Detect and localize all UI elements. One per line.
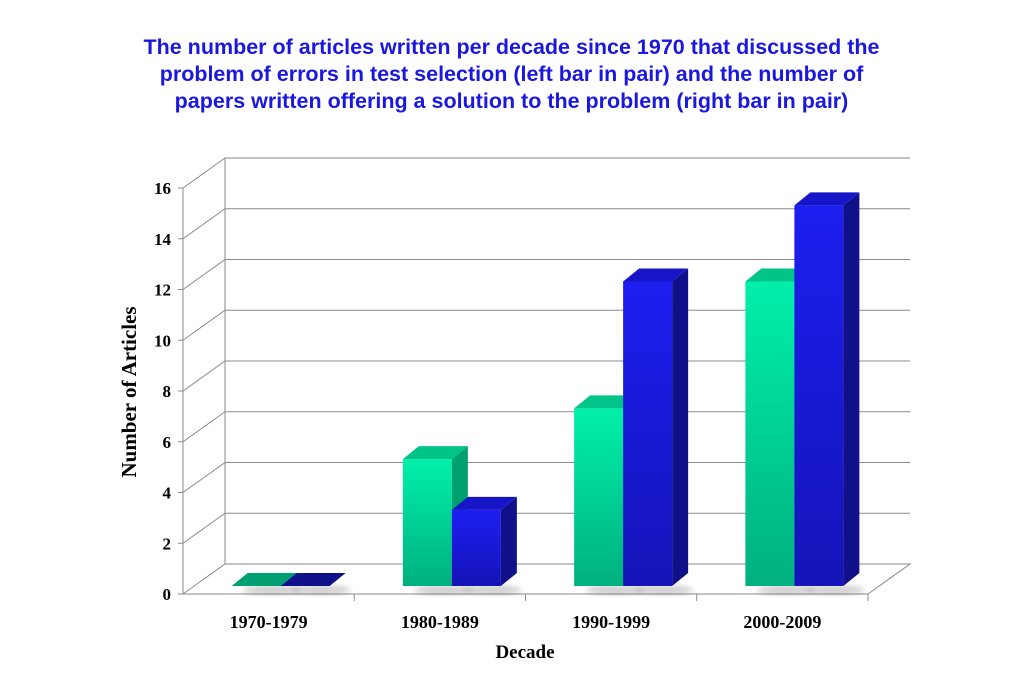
y-tick-label: 12 [154, 281, 171, 300]
bar-front [574, 408, 624, 586]
bar-side [672, 268, 689, 586]
bar-shadow [291, 585, 351, 595]
bar-right-series [623, 268, 694, 595]
x-tick-label: 2000-2009 [743, 612, 821, 632]
x-axis-title: Decade [495, 642, 554, 663]
y-tick-label: 10 [154, 331, 171, 350]
bar-left-series [231, 573, 302, 595]
y-axis-title: Number of Articles [117, 306, 141, 477]
gridline [182, 208, 910, 240]
bar-right-series [280, 573, 351, 595]
bar-shadow [462, 585, 522, 595]
y-tick-label: 8 [163, 382, 172, 401]
bar-shadow [242, 585, 302, 595]
chart-title-line-2: problem of errors in test selection (lef… [159, 62, 864, 86]
label-layer: 0 2 4 6 8 10 12 14 16 1970-1979 1980-1989 1990-1999… [154, 179, 821, 632]
bar-shadow [585, 585, 645, 595]
bar-front [794, 205, 844, 586]
x-tick-label: 1970-1979 [230, 612, 308, 632]
bar-top [623, 268, 689, 282]
bar-side [843, 192, 860, 586]
x-tick-label: 1980-1989 [401, 612, 479, 632]
bar-shadow [634, 585, 694, 595]
chart-title: The number of articles written per decad… [60, 34, 963, 115]
y-tick-label: 0 [163, 585, 172, 604]
bar-shadow [805, 585, 865, 595]
bar-left-series [402, 446, 473, 595]
y-tick-label: 14 [154, 230, 172, 249]
y-tick-label: 16 [154, 179, 171, 198]
y-tick-label: 4 [163, 484, 172, 503]
bar-front [451, 509, 501, 586]
bar-right-series [451, 496, 522, 595]
grid-layer [178, 157, 912, 601]
bar-top [794, 192, 860, 206]
bar-right-series [794, 192, 865, 595]
y-tick-label: 6 [163, 433, 172, 452]
bar-layer [231, 192, 865, 595]
gridline [182, 157, 910, 189]
bar-side [500, 496, 517, 586]
bar-top [231, 573, 297, 586]
y-tick-label: 2 [163, 534, 172, 553]
bar-top [745, 268, 811, 282]
bar-top [402, 446, 468, 460]
chart-title-line-1: The number of articles written per decad… [143, 35, 880, 59]
bar-shadow [756, 585, 816, 595]
x-tick-label: 1990-1999 [572, 612, 650, 632]
bar-top [574, 395, 640, 409]
bar-top [451, 496, 517, 510]
chart-title-line-3: papers written offering a solution to th… [174, 89, 849, 113]
bar-front [623, 281, 673, 586]
bar-shadow [413, 585, 473, 595]
gridline [182, 259, 910, 290]
bar-front [402, 459, 452, 586]
bar-front [745, 281, 795, 586]
bar-top [280, 573, 346, 586]
